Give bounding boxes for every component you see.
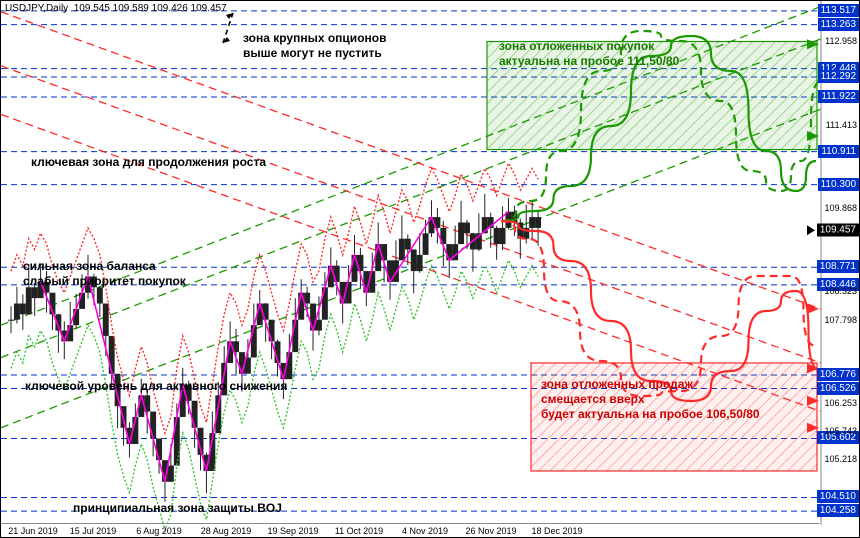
x-tick: 4 Nov 2019 [402, 526, 448, 536]
y-tick: 109.868 [824, 203, 857, 213]
y-tick: 112.958 [825, 36, 857, 46]
x-tick: 19 Sep 2019 [267, 526, 318, 536]
price-level-label: 113.517 [818, 4, 859, 17]
x-tick: 18 Dec 2019 [531, 526, 582, 536]
chart-title: USDJPY,Daily 109.545 109.589 109.426 109… [5, 3, 227, 14]
x-tick: 28 Aug 2019 [201, 526, 252, 536]
y-tick: 105.743 [824, 426, 857, 436]
price-level-label: 110.911 [818, 145, 859, 158]
y-tick: 106.253 [824, 398, 857, 408]
x-tick: 21 Jun 2019 [8, 526, 58, 536]
price-level-label: 108.771 [817, 260, 859, 273]
y-tick: 107.798 [824, 315, 857, 325]
y-tick: 105.218 [824, 454, 857, 464]
x-tick: 6 Aug 2019 [136, 526, 182, 536]
y-tick: 111.413 [826, 120, 857, 130]
price-level-label: 104.510 [817, 490, 859, 503]
price-level-label: 112.292 [818, 70, 859, 83]
price-level-label: 111.922 [818, 90, 859, 103]
price-level-label: 106.776 [817, 368, 859, 381]
price-level-label: 110.300 [818, 178, 859, 191]
current-price: 109.457 [817, 224, 859, 237]
chart-canvas [1, 1, 860, 538]
x-tick: 11 Oct 2019 [335, 526, 383, 536]
x-axis: 21 Jun 2019 15 Jul 2019 6 Aug 2019 28 Aug 2… [1, 523, 819, 537]
timeframe: Daily [46, 3, 68, 14]
y-tick: 108.323 [824, 286, 857, 296]
price-level-label: 104.258 [817, 504, 859, 517]
ohlc: 109.545 109.589 109.426 109.457 [74, 3, 227, 14]
x-tick: 15 Jul 2019 [70, 526, 117, 536]
price-level-label: 113.263 [818, 18, 859, 31]
forex-chart: USDJPY,Daily 109.545 109.589 109.426 109… [0, 0, 860, 538]
price-level-label: 106.526 [817, 382, 859, 395]
x-tick: 26 Nov 2019 [465, 526, 516, 536]
pair-symbol: USDJPY [5, 3, 43, 14]
